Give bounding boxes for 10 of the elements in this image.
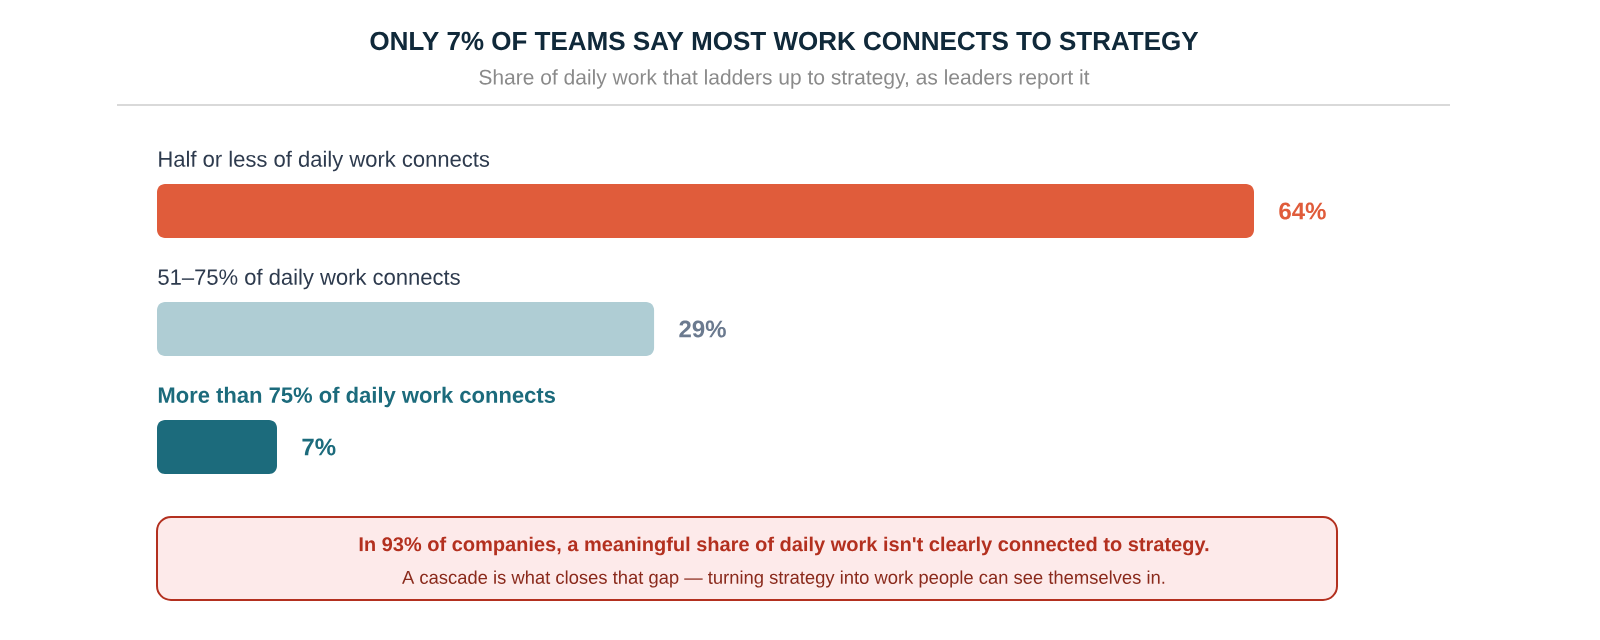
y-tick-label: Half or less of daily work connects	[159, 150, 490, 172]
data-label: 29%	[679, 320, 726, 338]
data-label: 7%	[302, 438, 336, 456]
chart-title: ONLY 7% OF TEAMS SAY MOST WORK CONNECTS TO STRATEGY	[370, 31, 1199, 51]
y-tick-label: More than 75% of daily work connects	[158, 386, 556, 408]
data-label: 64%	[1279, 202, 1326, 220]
y-tick-label: 51–75% of daily work connects	[158, 268, 460, 290]
text: In 93% of companies, a meaningful share of daily work isn't clearly connected to strategy.	[359, 536, 1209, 556]
text: A cascade is what closes that gap — turning strategy into work people can see themselves in.	[402, 570, 1165, 588]
chart-subtitle: Share of daily work that ladders up to strategy, as leaders report it	[479, 69, 1090, 89]
